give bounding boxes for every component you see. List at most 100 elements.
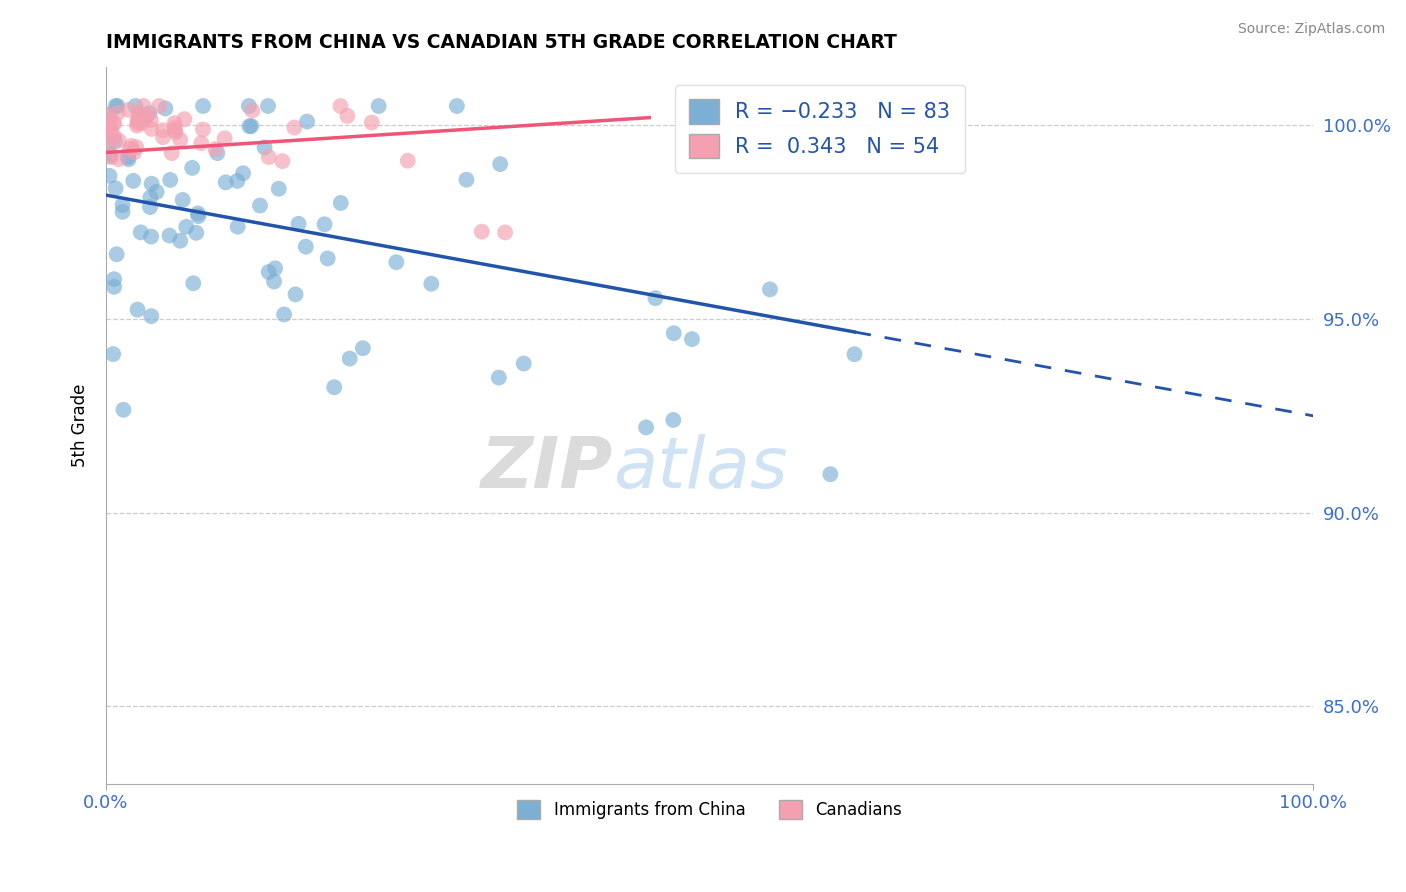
Point	[128, 106, 150, 120]
Point	[100, 123, 122, 137]
Text: IMMIGRANTS FROM CHINA VS CANADIAN 5TH GRADE CORRELATION CHART: IMMIGRANTS FROM CHINA VS CANADIAN 5TH GR…	[105, 33, 897, 52]
Point	[662, 413, 685, 427]
Point	[264, 261, 287, 276]
Point	[181, 161, 204, 175]
Point	[494, 226, 516, 240]
Point	[240, 103, 263, 118]
Point	[172, 193, 194, 207]
Point	[173, 112, 195, 127]
Point	[204, 142, 226, 156]
Y-axis label: 5th Grade: 5th Grade	[72, 384, 89, 467]
Point	[98, 169, 121, 183]
Point	[97, 130, 120, 145]
Point	[456, 172, 478, 186]
Point	[240, 119, 263, 133]
Point	[181, 277, 204, 291]
Point	[97, 120, 120, 134]
Point	[104, 99, 127, 113]
Point	[267, 182, 290, 196]
Point	[681, 332, 703, 346]
Point	[636, 420, 658, 434]
Point	[107, 106, 129, 120]
Point	[314, 217, 336, 231]
Point	[138, 106, 160, 120]
Point	[283, 120, 305, 135]
Point	[134, 110, 156, 124]
Point	[187, 209, 209, 223]
Point	[844, 347, 866, 361]
Point	[249, 198, 271, 212]
Point	[820, 467, 842, 482]
Point	[214, 131, 236, 145]
Point	[107, 152, 129, 166]
Point	[644, 291, 666, 305]
Point	[131, 116, 153, 130]
Point	[105, 247, 128, 261]
Point	[139, 229, 162, 244]
Point	[132, 99, 155, 113]
Text: ZIP: ZIP	[481, 434, 613, 503]
Point	[159, 173, 181, 187]
Point	[131, 112, 153, 127]
Point	[100, 150, 122, 164]
Point	[187, 206, 209, 220]
Point	[294, 239, 316, 253]
Point	[98, 146, 121, 161]
Point	[191, 99, 214, 113]
Point	[257, 99, 280, 113]
Point	[139, 200, 162, 214]
Point	[165, 126, 187, 140]
Point	[104, 181, 127, 195]
Point	[257, 150, 280, 164]
Point	[207, 146, 229, 161]
Point	[273, 308, 295, 322]
Point	[107, 99, 129, 113]
Point	[111, 205, 134, 219]
Point	[98, 116, 121, 130]
Point	[271, 154, 294, 169]
Point	[141, 177, 163, 191]
Point	[117, 150, 139, 164]
Point	[111, 198, 134, 212]
Point	[662, 326, 685, 341]
Point	[145, 185, 167, 199]
Point	[98, 149, 121, 163]
Point	[471, 225, 494, 239]
Point	[232, 166, 254, 180]
Point	[160, 146, 183, 161]
Point	[284, 287, 307, 301]
Point	[148, 99, 170, 113]
Point	[141, 309, 163, 323]
Point	[253, 140, 276, 154]
Point	[103, 272, 125, 286]
Point	[191, 122, 214, 136]
Point	[103, 117, 125, 131]
Point	[127, 302, 149, 317]
Point	[367, 99, 389, 113]
Point	[186, 226, 208, 240]
Point	[396, 153, 419, 168]
Point	[169, 234, 191, 248]
Point	[127, 114, 149, 128]
Point	[120, 139, 142, 153]
Point	[329, 196, 352, 211]
Point	[129, 226, 152, 240]
Point	[257, 265, 280, 279]
Point	[125, 119, 148, 133]
Point	[238, 99, 260, 113]
Point	[127, 116, 149, 130]
Point	[97, 113, 120, 128]
Point	[103, 116, 125, 130]
Point	[117, 153, 139, 167]
Point	[127, 112, 149, 126]
Point	[125, 140, 148, 154]
Point	[122, 145, 145, 160]
Text: Source: ZipAtlas.com: Source: ZipAtlas.com	[1237, 22, 1385, 37]
Point	[118, 103, 141, 117]
Point	[446, 99, 468, 113]
Point	[112, 402, 135, 417]
Point	[103, 129, 125, 144]
Point	[215, 175, 238, 189]
Point	[108, 134, 131, 148]
Point	[97, 108, 120, 122]
